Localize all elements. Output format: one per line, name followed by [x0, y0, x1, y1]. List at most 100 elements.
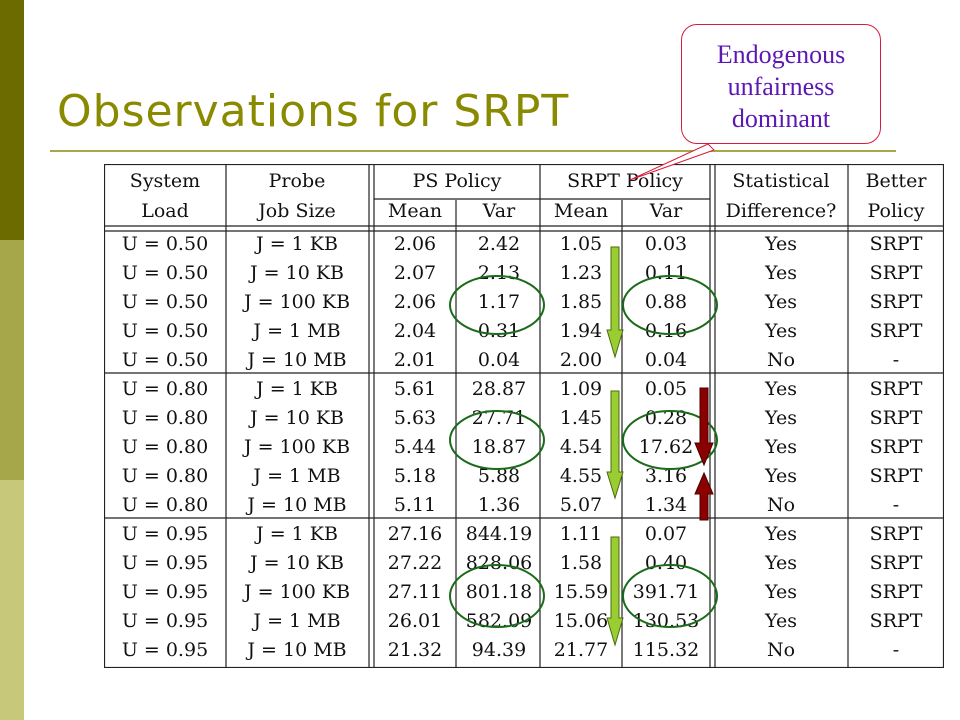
table-cell: 391.71	[632, 581, 700, 603]
sidebar-stripe-dark	[0, 0, 24, 240]
table-cell: J = 100 KB	[243, 436, 351, 458]
table-cell: Yes	[765, 233, 797, 255]
table-cell: 4.55	[559, 465, 603, 487]
table-cell: 27.16	[387, 523, 443, 545]
table-cell: J = 10 KB	[250, 262, 344, 284]
header-cell: Probe	[268, 170, 326, 192]
table-cell: U = 0.50	[121, 291, 209, 313]
down-arrow-icon	[606, 536, 624, 647]
table-cell: 5.44	[393, 436, 437, 458]
header-cell: Mean	[553, 200, 609, 222]
table-cell: 0.03	[644, 233, 688, 255]
table-cell: Yes	[765, 407, 797, 429]
callout-line-2: unfairness	[727, 72, 835, 101]
table-cell: 0.40	[644, 552, 688, 574]
title-underline	[50, 150, 896, 152]
header-cell: System	[129, 170, 201, 192]
table-cell: SRPT	[869, 291, 923, 313]
table-cell: U = 0.95	[121, 610, 209, 632]
table-cell: U = 0.95	[121, 639, 209, 661]
table-cell: 3.16	[644, 465, 688, 487]
table-cell: SRPT	[869, 233, 923, 255]
table-cell: -	[892, 349, 900, 371]
table-cell: 0.07	[644, 523, 688, 545]
table-cell: 2.07	[393, 262, 437, 284]
table-cell: 21.77	[553, 639, 609, 661]
table-cell: Yes	[765, 436, 797, 458]
header-cell: Var	[649, 200, 683, 222]
table-cell: 26.01	[387, 610, 443, 632]
table-cell: 27.22	[387, 552, 443, 574]
slide-title: Observations for SRPT	[57, 86, 570, 137]
table-cell: 2.13	[477, 262, 521, 284]
table-cell: Yes	[765, 581, 797, 603]
header-cell: Statistical	[732, 170, 830, 192]
table-cell: U = 0.50	[121, 349, 209, 371]
sidebar-stripe-mid	[0, 240, 24, 480]
table-cell: 828.06	[465, 552, 533, 574]
table-cell: 1.94	[559, 320, 603, 342]
callout-box: Endogenous unfairness dominant	[681, 24, 881, 144]
table-cell: U = 0.95	[121, 523, 209, 545]
table-cell: 844.19	[465, 523, 533, 545]
table-cell: 0.04	[477, 349, 521, 371]
header-cell: Policy	[867, 200, 925, 222]
table-grid	[104, 164, 944, 668]
table-cell: Yes	[765, 523, 797, 545]
table-cell: 0.11	[644, 262, 688, 284]
table-cell: J = 10 MB	[247, 494, 347, 516]
table-cell: 2.42	[477, 233, 521, 255]
table-cell: 15.59	[553, 581, 609, 603]
table-cell: U = 0.50	[121, 320, 209, 342]
header-cell: Var	[482, 200, 516, 222]
table-cell: 1.05	[559, 233, 603, 255]
table-cell: SRPT	[869, 523, 923, 545]
highlight-circle	[449, 410, 545, 470]
table-cell: 21.32	[387, 639, 443, 661]
table-cell: 27.11	[387, 581, 443, 603]
table-cell: -	[892, 639, 900, 661]
table-cell: U = 0.80	[121, 494, 209, 516]
table-cell: J = 10 MB	[247, 349, 347, 371]
table-cell: 18.87	[471, 436, 527, 458]
table-cell: Yes	[765, 291, 797, 313]
callout-pointer	[629, 143, 715, 181]
table-cell: J = 10 KB	[250, 407, 344, 429]
red-up-arrow-icon	[694, 471, 714, 521]
table-cell: SRPT	[869, 610, 923, 632]
table-cell: -	[892, 494, 900, 516]
table-cell: 0.31	[477, 320, 521, 342]
table-cell: J = 1 KB	[256, 378, 338, 400]
header-cell: SRPT Policy	[567, 170, 683, 192]
table-cell: 5.11	[393, 494, 437, 516]
table-cell: SRPT	[869, 262, 923, 284]
table-cell: SRPT	[869, 378, 923, 400]
table-cell: J = 1 MB	[253, 610, 341, 632]
table-cell: J = 100 KB	[243, 291, 351, 313]
table-cell: 17.62	[638, 436, 694, 458]
table-cell: 5.63	[393, 407, 437, 429]
table-cell: SRPT	[869, 436, 923, 458]
table-cell: J = 1 KB	[256, 523, 338, 545]
highlight-circle	[622, 275, 718, 335]
table-cell: 1.85	[559, 291, 603, 313]
table-cell: Yes	[765, 465, 797, 487]
red-down-arrow-icon	[694, 387, 714, 467]
table-cell: U = 0.50	[121, 262, 209, 284]
table-cell: U = 0.95	[121, 552, 209, 574]
table-cell: 1.11	[559, 523, 603, 545]
table-cell: U = 0.80	[121, 407, 209, 429]
header-cell: Load	[141, 200, 189, 222]
table-cell: 1.36	[477, 494, 521, 516]
table-cell: 0.05	[644, 378, 688, 400]
sidebar-stripe-light	[0, 480, 24, 720]
table-cell: 15.06	[553, 610, 609, 632]
table-cell: 2.01	[393, 349, 437, 371]
table-cell: SRPT	[869, 552, 923, 574]
table-cell: SRPT	[869, 407, 923, 429]
table-cell: SRPT	[869, 465, 923, 487]
table-cell: J = 10 KB	[250, 552, 344, 574]
table-cell: 1.09	[559, 378, 603, 400]
table-cell: U = 0.80	[121, 436, 209, 458]
